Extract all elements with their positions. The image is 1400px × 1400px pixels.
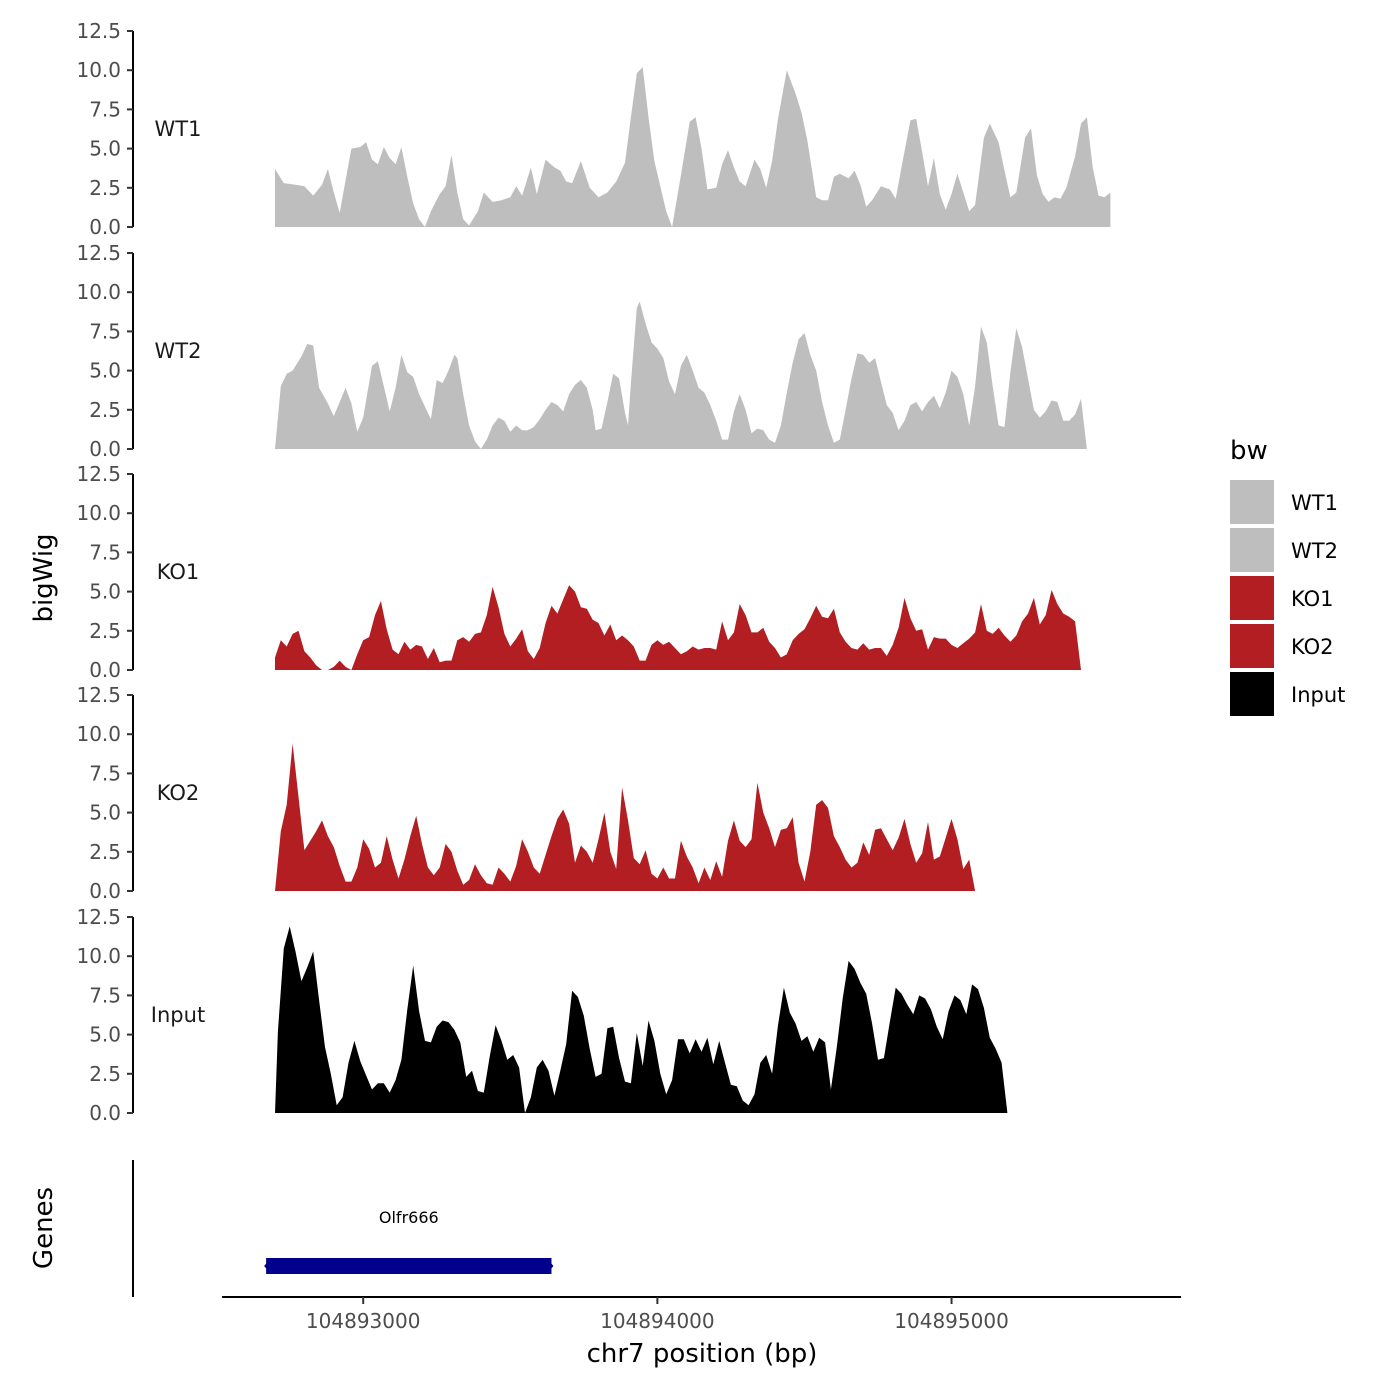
genes-track: Olfr666 [132,1160,554,1297]
gene-end-cap [264,1259,271,1273]
legend-swatch-wt2 [1230,528,1274,572]
legend-label-ko1: KO1 [1291,587,1334,611]
y-tick-label: 0.0 [89,879,121,903]
y-tick-label: 12.5 [76,683,121,707]
y-tick-label: 7.5 [89,540,121,564]
y-tick-label: 7.5 [89,319,121,343]
gene-label: Olfr666 [379,1208,439,1227]
track-ko1: 0.0 2.5 5.0 7.5 10.0 12.5 KO1 [76,462,1081,682]
track-label-input: Input [151,1003,205,1027]
y-tick-label: 0.0 [89,215,121,239]
legend-swatch-ko1 [1230,576,1274,620]
legend-label-wt1: WT1 [1291,491,1338,515]
area-ko1 [275,585,1081,670]
legend-swatch-ko2 [1230,624,1274,668]
track-label-ko1: KO1 [157,560,200,584]
y-tick-label: 10.0 [76,501,121,525]
y-tick-label: 0.0 [89,437,121,461]
y-tick-label: 12.5 [76,19,121,43]
y-tick-label: 5.0 [89,1023,121,1047]
y-tick-label: 2.5 [89,619,121,643]
legend-label-wt2: WT2 [1291,539,1338,563]
y-tick-label: 10.0 [76,944,121,968]
y-axis-title: bigWig [29,533,59,622]
legend-swatch-wt1 [1230,480,1274,524]
y-tick-label: 2.5 [89,398,121,422]
area-ko2 [275,743,976,891]
y-tick-label: 7.5 [89,983,121,1007]
gene-body [266,1258,552,1274]
x-axis-title: chr7 position (bp) [587,1339,818,1369]
track-label-wt1: WT1 [155,117,202,141]
y-tick-label: 12.5 [76,905,121,929]
x-tick-label: 104894000 [600,1309,715,1333]
track-input: 0.0 2.5 5.0 7.5 10.0 12.5 Input [76,905,1008,1125]
genes-track-title: Genes [29,1187,59,1269]
area-input [275,926,1008,1113]
y-tick-label: 5.0 [89,359,121,383]
y-tick-label: 0.0 [89,658,121,682]
legend-label-ko2: KO2 [1291,635,1334,659]
track-wt1: 0.0 2.5 5.0 7.5 10.0 12.5 WT1 [76,19,1111,239]
y-tick-label: 10.0 [76,280,121,304]
track-wt2: 0.0 2.5 5.0 7.5 10.0 12.5 WT2 [76,241,1087,461]
x-tick-label: 104893000 [306,1309,421,1333]
area-wt2 [275,301,1087,449]
y-tick-label: 2.5 [89,176,121,200]
area-wt1 [275,67,1111,227]
legend-title: bw [1230,436,1268,466]
x-tick-label: 104895000 [894,1309,1009,1333]
y-tick-label: 0.0 [89,1101,121,1125]
y-tick-label: 5.0 [89,801,121,825]
y-tick-label: 2.5 [89,840,121,864]
y-tick-label: 10.0 [76,58,121,82]
y-tick-label: 7.5 [89,761,121,785]
y-tick-label: 5.0 [89,137,121,161]
y-tick-label: 10.0 [76,722,121,746]
gene-end-cap [547,1259,554,1273]
legend: bw WT1 WT2 KO1 KO2 Input [1230,436,1345,716]
bigwig-tracks: 0.0 2.5 5.0 7.5 10.0 12.5 WT1 0.0 2.5 5.0 7.5 10.0 1… [76,19,1111,1125]
track-ko2: 0.0 2.5 5.0 7.5 10.0 12.5 KO2 [76,683,976,903]
legend-swatch-input [1230,672,1274,716]
x-axis: 104893000 104894000 104895000 [222,1296,1181,1333]
y-tick-label: 7.5 [89,97,121,121]
y-tick-label: 12.5 [76,241,121,265]
y-tick-label: 2.5 [89,1062,121,1086]
legend-label-input: Input [1291,683,1345,707]
y-tick-label: 5.0 [89,580,121,604]
y-tick-label: 12.5 [76,462,121,486]
track-label-ko2: KO2 [157,781,200,805]
track-label-wt2: WT2 [155,339,202,363]
